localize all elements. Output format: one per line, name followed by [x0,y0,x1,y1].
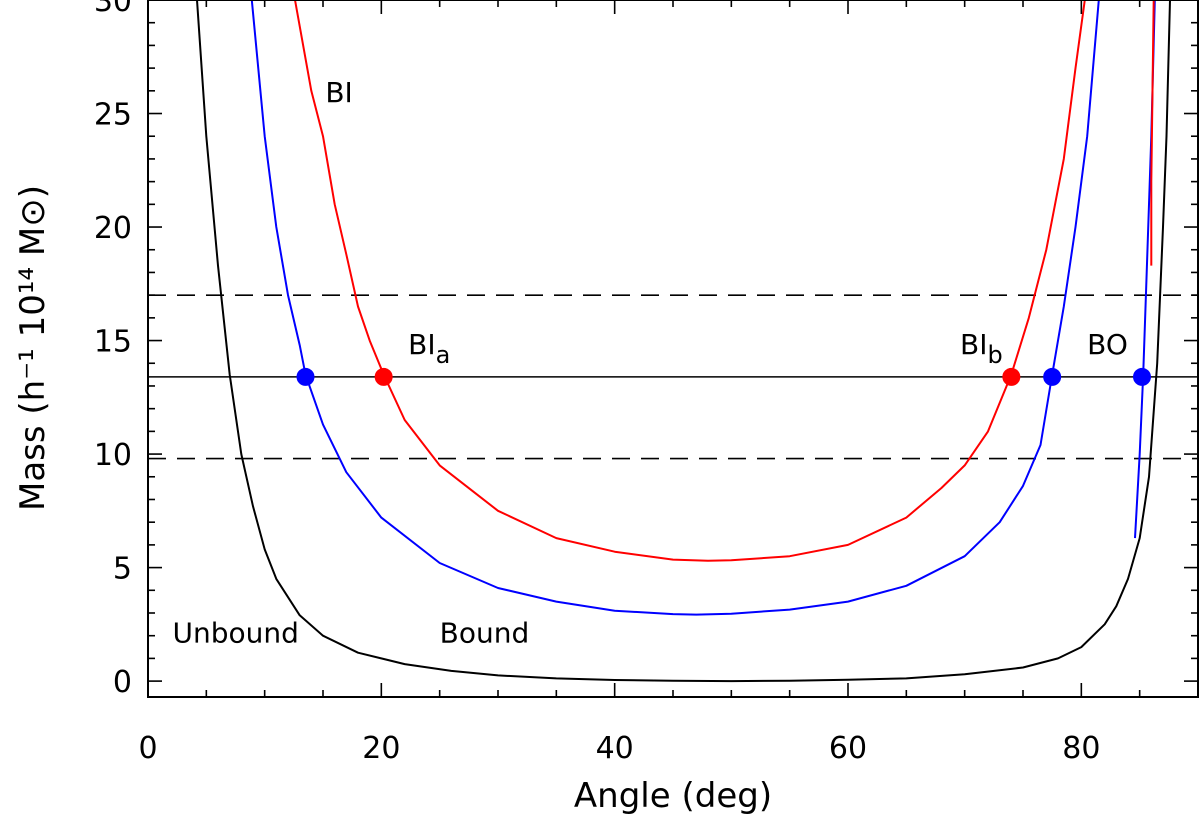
annotation-3: BO [1087,328,1128,361]
marker-point-3 [1043,367,1062,386]
marker-point-2 [1002,367,1021,386]
x-tick-label-0: 0 [138,731,157,766]
annotation-5: Bound [440,617,530,650]
annotation-1: BIa [408,328,450,369]
y-tick-label-25: 25 [94,98,132,133]
series-line-4 [1150,0,1155,266]
y-tick-label-30: 30 [94,0,132,19]
y-tick-label-20: 20 [94,211,132,246]
plot-area [148,0,1198,683]
series-line-0 [196,0,1171,683]
tick-labels: 0 20 40 60 80 0 5 10 15 20 25 30 [94,0,1101,766]
annotations: BI BIa BIb BO Unbound Bound [173,76,1128,649]
y-axis-title: Mass (h⁻¹ 10¹⁴ M⊙) [13,185,53,511]
y-tick-label-0: 0 [113,665,132,700]
marker-point-0 [296,367,315,386]
x-tick-label-60: 60 [829,731,867,766]
plot-frame [147,0,1199,698]
series-line-3 [294,0,1086,562]
x-axis-title: Angle (deg) [574,776,772,816]
x-tick-label-40: 40 [596,731,634,766]
y-tick-label-15: 15 [94,325,132,360]
y-tick-label-10: 10 [94,438,132,473]
annotation-0: BI [325,76,352,109]
x-tick-label-20: 20 [362,731,400,766]
y-tick-label-5: 5 [113,552,132,587]
marker-point-4 [1133,367,1151,386]
series-line-1 [250,0,1100,616]
x-tick-label-80: 80 [1062,731,1100,766]
axis-ticks [147,0,1199,697]
marker-point-1 [374,367,393,386]
annotation-2: BIb [960,328,1003,369]
annotation-4: Unbound [173,617,299,650]
